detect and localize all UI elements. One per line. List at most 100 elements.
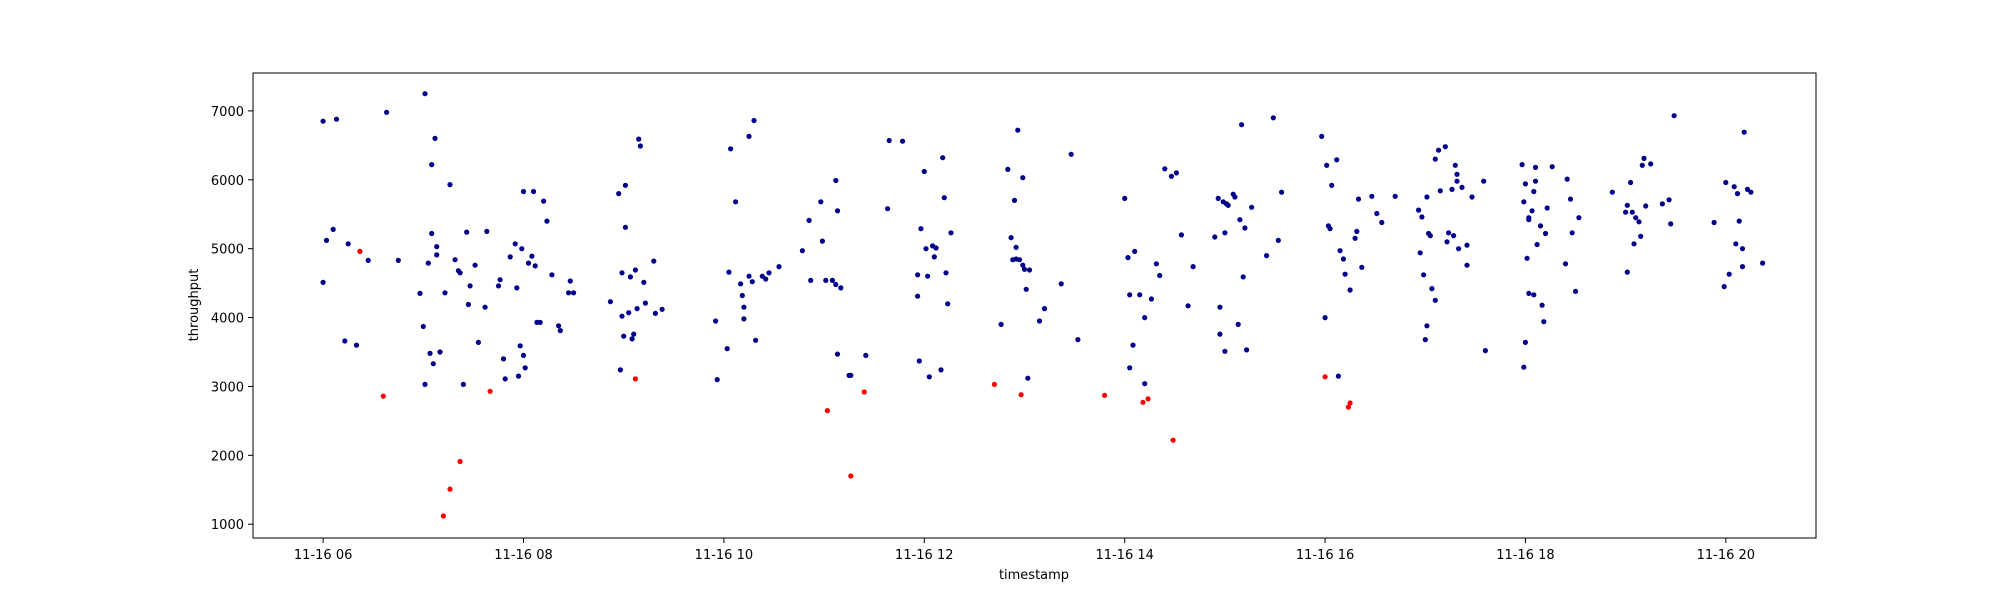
x-axis-ticks: 11-16 06 11-16 08 11-16 10 11-16 12 11-16 14… bbox=[294, 538, 1755, 563]
data-point bbox=[637, 143, 644, 149]
data-point bbox=[1452, 162, 1458, 168]
y-tick-label: 5000 bbox=[211, 243, 244, 258]
data-point bbox=[619, 313, 625, 319]
data-point bbox=[724, 346, 730, 352]
data-point bbox=[507, 254, 513, 260]
data-point bbox=[916, 358, 922, 364]
data-point bbox=[1534, 241, 1540, 248]
data-point bbox=[808, 277, 814, 283]
data-point bbox=[629, 336, 635, 342]
x-tick-label: 11-16 20 bbox=[1697, 548, 1755, 563]
data-point bbox=[1392, 193, 1398, 199]
data-point bbox=[1015, 127, 1021, 133]
data-point bbox=[1638, 233, 1644, 239]
data-point bbox=[713, 318, 719, 324]
data-point bbox=[1264, 253, 1270, 259]
data-point bbox=[432, 135, 438, 141]
data-point bbox=[1739, 264, 1746, 270]
y-tick-label: 4000 bbox=[211, 312, 244, 327]
data-point bbox=[525, 260, 532, 266]
data-point bbox=[425, 260, 431, 266]
data-point bbox=[1464, 262, 1470, 268]
data-point bbox=[823, 277, 829, 283]
data-point bbox=[1572, 288, 1579, 294]
data-point bbox=[824, 408, 831, 414]
data-point bbox=[1424, 194, 1430, 200]
data-point bbox=[1726, 271, 1732, 277]
data-point bbox=[1636, 219, 1642, 225]
data-point bbox=[357, 248, 363, 254]
data-point bbox=[1541, 319, 1547, 325]
data-point bbox=[1436, 147, 1442, 153]
data-point bbox=[1544, 205, 1550, 211]
data-point bbox=[333, 116, 340, 122]
data-point bbox=[1212, 234, 1218, 240]
x-tick-label: 11-16 16 bbox=[1296, 548, 1354, 563]
data-point bbox=[1127, 292, 1133, 298]
data-point bbox=[515, 373, 522, 379]
data-point bbox=[1416, 207, 1422, 213]
data-point bbox=[819, 238, 826, 244]
data-point bbox=[763, 276, 769, 282]
data-point bbox=[925, 273, 931, 279]
data-point bbox=[1464, 242, 1470, 248]
data-point bbox=[833, 281, 839, 288]
data-point bbox=[1711, 219, 1717, 226]
data-point bbox=[1537, 223, 1544, 229]
data-point bbox=[465, 301, 471, 308]
data-point bbox=[1337, 248, 1343, 254]
data-point bbox=[1451, 233, 1457, 239]
data-point bbox=[886, 137, 892, 144]
data-point bbox=[1162, 166, 1168, 172]
data-point bbox=[1531, 188, 1537, 195]
data-point bbox=[353, 342, 360, 348]
data-point bbox=[1153, 261, 1159, 267]
data-point bbox=[320, 118, 326, 124]
data-point bbox=[848, 473, 854, 479]
data-point bbox=[1217, 331, 1223, 337]
data-point bbox=[885, 206, 891, 212]
data-point bbox=[1456, 246, 1462, 252]
data-point bbox=[749, 279, 755, 285]
data-point bbox=[1148, 296, 1154, 302]
data-point bbox=[1659, 201, 1665, 207]
data-point bbox=[1444, 239, 1450, 245]
data-point bbox=[1239, 122, 1245, 128]
data-point bbox=[627, 274, 634, 280]
data-point bbox=[1736, 218, 1742, 224]
data-point bbox=[1142, 315, 1148, 321]
data-point bbox=[1345, 404, 1351, 410]
data-point bbox=[1374, 210, 1380, 217]
data-point bbox=[1244, 347, 1250, 353]
data-point bbox=[634, 306, 640, 312]
data-point bbox=[776, 264, 782, 270]
data-point bbox=[1235, 321, 1241, 327]
y-tick-label: 2000 bbox=[211, 449, 244, 464]
data-point bbox=[1432, 297, 1438, 303]
data-point bbox=[1322, 374, 1328, 380]
data-point bbox=[642, 300, 649, 306]
data-point bbox=[427, 350, 433, 356]
data-point bbox=[1125, 255, 1131, 261]
y-axis-ticks: 1000 2000 3000 4000 5000 6000 7000 bbox=[211, 105, 253, 533]
data-point bbox=[1629, 209, 1635, 215]
data-point bbox=[1335, 373, 1341, 379]
data-point bbox=[520, 352, 527, 358]
data-point bbox=[1539, 302, 1545, 308]
data-point bbox=[1526, 290, 1532, 296]
data-point bbox=[1145, 396, 1151, 402]
data-point bbox=[1026, 267, 1033, 273]
data-point bbox=[1417, 250, 1423, 256]
data-point bbox=[519, 246, 525, 252]
data-point bbox=[345, 241, 351, 247]
data-point bbox=[484, 228, 490, 234]
data-point bbox=[1319, 133, 1325, 139]
data-point bbox=[1355, 196, 1362, 202]
data-point bbox=[422, 381, 428, 387]
data-point bbox=[1522, 181, 1528, 187]
data-point bbox=[323, 237, 330, 243]
data-point bbox=[632, 267, 639, 273]
data-point bbox=[544, 218, 550, 224]
data-point bbox=[933, 245, 939, 251]
